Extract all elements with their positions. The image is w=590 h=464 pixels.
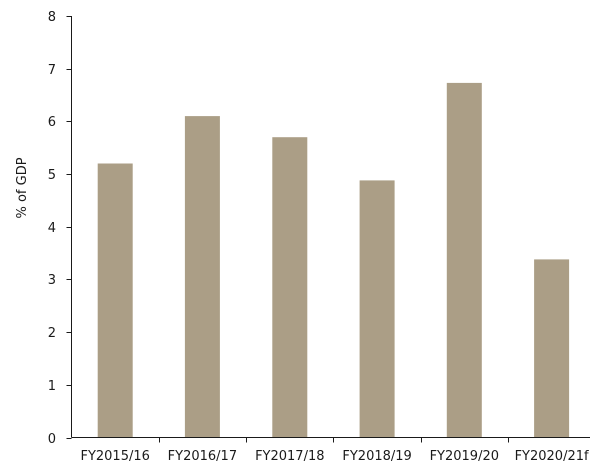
x-axis: FY2015/16 FY2016/17 FY2017/18 FY2018/19 FY20… — [71, 437, 590, 464]
y-tick-label: 4 — [48, 221, 56, 236]
y-tick-label: 8 — [48, 10, 56, 25]
y-tick-label: 5 — [48, 168, 56, 183]
bar-fy2016-17 — [184, 116, 220, 438]
y-tick-label: 6 — [48, 115, 56, 130]
y-tick-label: 2 — [48, 326, 56, 341]
x-tick-label: FY2017/18 — [255, 449, 324, 464]
y-axis: 0 1 2 3 4 5 6 7 8 — [48, 10, 72, 447]
bar-fy2020-21f — [534, 259, 570, 438]
y-tick-label: 3 — [48, 273, 56, 288]
y-axis-label: % of GDP — [15, 157, 30, 218]
x-tick-label: FY2020/21f — [515, 449, 589, 464]
bar-fy2018-19 — [359, 180, 395, 438]
bar-fy2019-20 — [446, 82, 482, 438]
y-tick-label: 0 — [48, 432, 56, 447]
x-tick-label: FY2018/19 — [342, 449, 411, 464]
bar-fy2015-16 — [97, 163, 133, 438]
bars-group — [97, 82, 570, 438]
x-tick-label: FY2019/20 — [430, 449, 499, 464]
y-tick-label: 7 — [48, 63, 56, 78]
x-tick-label: FY2016/17 — [168, 449, 237, 464]
y-tick-label: 1 — [48, 379, 56, 394]
x-tick-label: FY2015/16 — [80, 449, 149, 464]
bar-fy2017-18 — [272, 137, 308, 438]
